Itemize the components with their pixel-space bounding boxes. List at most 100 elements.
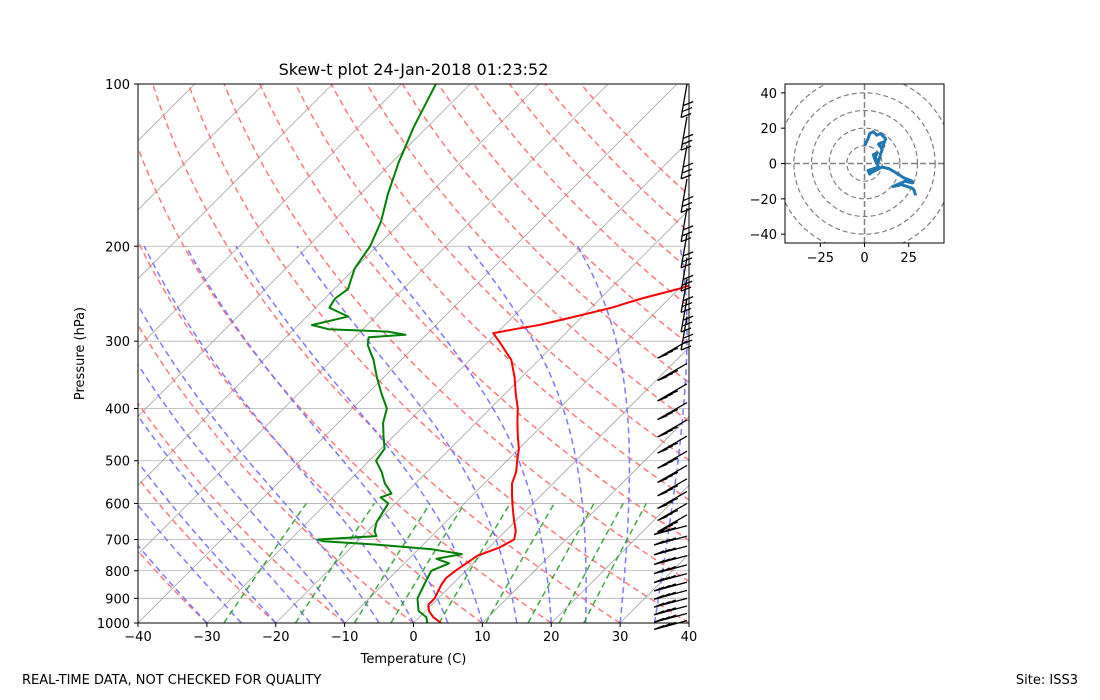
y-tick-label: 700 <box>105 534 130 549</box>
isotherm-line <box>138 84 402 349</box>
y-tick-label: 100 <box>105 78 130 93</box>
wind-barb-staff <box>657 419 688 438</box>
wind-barb-flag <box>662 500 673 507</box>
wind-barb-staff <box>657 490 688 509</box>
wind-barb-flag <box>662 445 673 451</box>
wind-barb-flag <box>682 225 694 231</box>
wind-barb-flag <box>665 599 676 605</box>
wind-barb-flag <box>662 524 673 530</box>
wind-barb-flag <box>657 463 668 469</box>
wind-barb <box>657 490 688 510</box>
dry-adiabat-line <box>138 401 346 623</box>
wind-barb-flag <box>681 321 693 327</box>
wind-barb-flag <box>665 547 676 553</box>
isotherm-line <box>138 84 609 555</box>
wind-barb-flag <box>657 515 668 522</box>
wind-barb-flag <box>653 569 665 575</box>
wind-barb-flag <box>680 112 692 119</box>
moist-adiabat-line <box>235 245 484 623</box>
wind-barb-staff <box>657 478 688 497</box>
wind-barb <box>653 597 688 608</box>
hodograph-y-tick-label: −40 <box>750 228 777 243</box>
wind-barb-flag <box>662 429 673 435</box>
dry-adiabat-line <box>401 84 689 384</box>
wind-barb <box>657 502 688 522</box>
hodograph-ring <box>810 109 919 218</box>
dry-adiabat-line <box>473 84 689 308</box>
dry-adiabat-line <box>138 323 414 623</box>
y-tick-label: 400 <box>105 403 130 418</box>
wind-barb <box>653 573 688 584</box>
wind-barb <box>653 555 688 566</box>
y-tick-label: 600 <box>105 497 130 512</box>
wind-barb-flag <box>662 474 673 480</box>
wind-barb-flag <box>653 586 665 592</box>
hodograph-plot: −25 0 25 −40 −20 0 20 40 <box>750 83 945 266</box>
wind-barb-flag <box>657 503 668 510</box>
x-tick-label: −40 <box>124 630 151 645</box>
wind-barb-staff <box>680 178 688 213</box>
moist-adiabat-line <box>138 460 277 623</box>
hodograph-trace <box>863 130 918 196</box>
wind-barb-flag <box>653 602 665 608</box>
wind-barb-flag <box>681 139 693 145</box>
wind-barb <box>680 83 694 119</box>
wind-barb-flag <box>653 540 665 546</box>
x-tick-label: 20 <box>543 630 560 645</box>
isotherm-line <box>413 346 689 623</box>
isotherm-line <box>138 84 471 417</box>
mixing-ratio-line <box>485 503 555 623</box>
moist-adiabat-line <box>138 303 380 623</box>
x-axis-label: Temperature (C) <box>360 652 467 667</box>
wind-barb-flag <box>659 616 671 622</box>
y-tick-label: 500 <box>105 455 130 470</box>
wind-barb-staff <box>680 116 688 151</box>
isotherm-line <box>0 84 57 623</box>
wind-barb-flag <box>657 527 668 533</box>
wind-barb <box>657 362 688 382</box>
wind-barb-flag <box>659 608 671 614</box>
wind-barb <box>657 514 688 533</box>
wind-barb <box>653 564 688 575</box>
wind-barb-flag <box>657 396 668 402</box>
x-tick-label: −10 <box>331 630 358 645</box>
moist-adiabat-line <box>372 245 553 623</box>
site-label: Site: ISS3 <box>1015 673 1078 688</box>
wind-barb-flag <box>665 614 676 620</box>
wind-barb-flag <box>681 168 693 174</box>
mixing-ratio-line <box>353 502 431 623</box>
wind-barb-flag <box>682 251 694 257</box>
dry-adiabat-line <box>366 84 689 422</box>
wind-barb-flag <box>662 411 673 418</box>
mixing-ratio-line <box>223 502 307 623</box>
moist-adiabat-line <box>296 245 518 623</box>
isotherm-line <box>619 553 689 623</box>
hodograph-y-tick-label: −20 <box>750 193 777 208</box>
wind-barb-flag <box>657 477 668 483</box>
mixing-ratio-line <box>294 502 375 623</box>
hodograph-x-tick-label: 25 <box>900 251 917 266</box>
wind-barb-flag <box>662 372 673 379</box>
wind-barb-flag <box>665 537 676 543</box>
wind-barb-staff <box>680 257 688 292</box>
dry-adiabat-line <box>437 84 689 346</box>
wind-barb-flag <box>657 414 668 421</box>
wind-barb-flag <box>653 617 665 623</box>
hodograph-y-tick-label: 40 <box>760 87 777 102</box>
wind-barb-staff <box>657 502 688 521</box>
wind-barb-flag <box>681 301 693 308</box>
wind-barb-flag <box>681 106 693 113</box>
mixing-ratio-line <box>558 503 624 623</box>
wind-barb-flag <box>667 509 679 516</box>
isotherm-line <box>275 209 689 623</box>
wind-barb <box>657 435 688 454</box>
wind-barb-flag <box>659 593 671 599</box>
wind-barb-flag <box>653 550 665 556</box>
mixing-ratio-line <box>390 503 466 623</box>
moist-adiabat-line <box>138 544 208 623</box>
isotherm-line <box>138 84 265 211</box>
moist-adiabat-line <box>577 245 631 623</box>
isotherm-line <box>138 84 540 486</box>
wind-barb-flag <box>653 610 665 616</box>
